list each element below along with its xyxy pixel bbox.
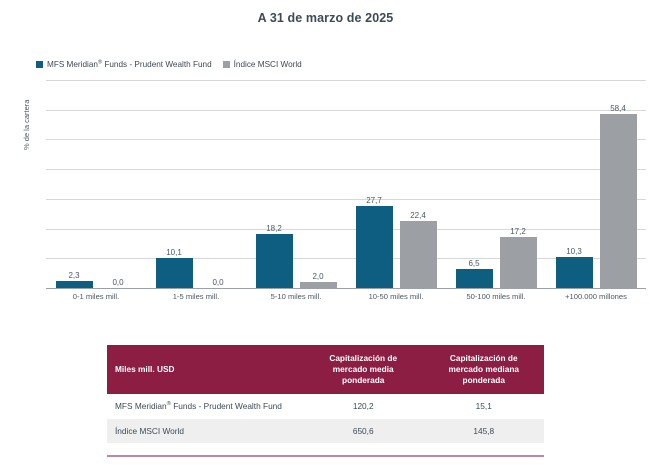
bar-value-label: 6,5 (468, 258, 480, 268)
x-axis-label: 50-100 miles mill. (466, 292, 526, 301)
bar-rect (455, 268, 493, 288)
legend-swatch-index (222, 61, 230, 68)
table-cell-mean: 120,2 (302, 393, 424, 419)
bar-value-label: 18,2 (266, 223, 282, 233)
bar-index[interactable]: 2,0 (299, 80, 337, 288)
table-header-mean: Capitalización de mercado media ponderad… (302, 345, 424, 394)
x-axis-label: +100.000 millones (565, 292, 627, 301)
table-cell-mean: 650,6 (302, 418, 424, 444)
legend-label-fund-text: MFS Meridian (47, 60, 98, 69)
legend-item-fund[interactable]: MFS Meridian® Funds - Prudent Wealth Fun… (36, 59, 212, 69)
bar-value-label: 10,3 (566, 247, 582, 257)
legend-label-index: Índice MSCI World (233, 60, 302, 69)
table-cell-median: 15,1 (423, 393, 544, 419)
gridline (46, 198, 646, 200)
bar-rect (299, 282, 337, 288)
bar-group: 10,1 0,0 (146, 80, 246, 288)
legend-swatch-fund (36, 61, 43, 68)
bar-value-label: 22,4 (410, 211, 426, 221)
gridline (46, 139, 646, 141)
market-cap-table: Miles mill. USD Capitalización de mercad… (107, 345, 544, 444)
table-bottom-rule (107, 455, 544, 457)
chart-legend: MFS Meridian® Funds - Prudent Wealth Fun… (36, 59, 302, 69)
table-header-median: Capitalización de mercado mediana ponder… (423, 345, 544, 394)
bar-index[interactable]: 17,2 (499, 80, 537, 288)
registered-mark-icon: ® (166, 401, 171, 408)
table-row-fund-name: MFS Meridian (115, 400, 167, 411)
plot-area: 2,3 0,0 10,1 0,0 18,2 2,0 27,7 22,4 6,5 17,2 10,3 5… (46, 80, 646, 289)
x-axis-label: 10-50 miles mill. (368, 292, 424, 301)
table-header-label: Miles mill. USD (107, 345, 303, 394)
registered-mark-icon: ® (97, 59, 103, 66)
bar-rect (155, 258, 193, 288)
bar-fund[interactable]: 10,3 (555, 80, 593, 288)
x-axis-label: 0-1 miles mill. (72, 292, 120, 301)
bar-rect (255, 233, 293, 288)
gridline (46, 228, 646, 230)
bar-index[interactable]: 22,4 (399, 80, 437, 288)
legend-label-fund-suffix: Funds - Prudent Wealth Fund (102, 60, 212, 69)
bar-group: 27,7 22,4 (346, 80, 446, 288)
table-row: Índice MSCI World 650,6 145,8 (107, 418, 544, 444)
bar-fund[interactable]: 27,7 (355, 80, 393, 288)
x-axis-label: 5-10 miles mill. (270, 292, 322, 301)
x-axis-label: 1-5 miles mill. (172, 292, 220, 301)
bar-rect (55, 281, 93, 288)
bar-value-label: 27,7 (366, 195, 382, 205)
bar-rect (399, 221, 437, 288)
table-cell-label: Índice MSCI World (107, 418, 303, 444)
table-row-fund-suffix: Funds - Prudent Wealth Fund (170, 400, 282, 411)
gridline (46, 258, 646, 260)
table-header-row: Miles mill. USD Capitalización de mercad… (107, 345, 544, 394)
bar-value-label: 2,3 (68, 271, 80, 281)
bar-fund[interactable]: 2,3 (55, 80, 93, 288)
table-cell-label: MFS Meridian® Funds - Prudent Wealth Fun… (107, 393, 303, 419)
bar-rect (555, 257, 593, 288)
page-title: A 31 de marzo de 2025 (257, 11, 394, 25)
x-axis-labels: 0-1 miles mill. 1-5 miles mill. 5-10 miles… (46, 292, 646, 301)
bar-value-label: 2,0 (312, 272, 324, 282)
bar-groups: 2,3 0,0 10,1 0,0 18,2 2,0 27,7 22,4 6,5 17,2 10,3 5… (46, 80, 646, 288)
x-axis-line (46, 287, 646, 289)
table-cell-median: 145,8 (423, 418, 544, 444)
bar-fund[interactable]: 6,5 (455, 80, 493, 288)
gridline (46, 169, 646, 171)
bar-value-label: 17,2 (510, 226, 526, 236)
bar-fund[interactable]: 10,1 (155, 80, 193, 288)
bar-fund[interactable]: 18,2 (255, 80, 293, 288)
legend-label-fund: MFS Meridian® Funds - Prudent Wealth Fun… (47, 59, 212, 69)
bar-index[interactable]: 0,0 (200, 80, 237, 288)
table-header: Miles mill. USD Capitalización de mercad… (107, 345, 544, 394)
gridline (46, 80, 646, 81)
table-row: MFS Meridian® Funds - Prudent Wealth Fun… (107, 393, 544, 419)
gridline (46, 109, 646, 111)
legend-item-index[interactable]: Índice MSCI World (222, 60, 302, 69)
bar-group: 2,3 0,0 (46, 80, 146, 288)
y-axis-title: % de la cartera (22, 99, 31, 150)
bar-group: 18,2 2,0 (246, 80, 346, 288)
bar-index[interactable]: 58,4 (599, 80, 637, 288)
bar-value-label: 58,4 (610, 104, 626, 114)
bar-rect (599, 114, 637, 288)
bar-rect (355, 205, 393, 288)
bar-chart: % de la cartera 2,3 0,0 10,1 0,0 18,2 2,0 27,7… (22, 80, 646, 301)
bar-value-label: 0,0 (212, 278, 224, 287)
bar-rect (499, 236, 537, 288)
bar-value-label: 0,0 (112, 278, 124, 287)
bar-index[interactable]: 0,0 (100, 80, 137, 288)
bar-value-label: 10,1 (166, 248, 182, 257)
table-body: MFS Meridian® Funds - Prudent Wealth Fun… (107, 393, 544, 444)
bar-group: 10,3 58,4 (546, 80, 646, 288)
bar-group: 6,5 17,2 (446, 80, 546, 288)
